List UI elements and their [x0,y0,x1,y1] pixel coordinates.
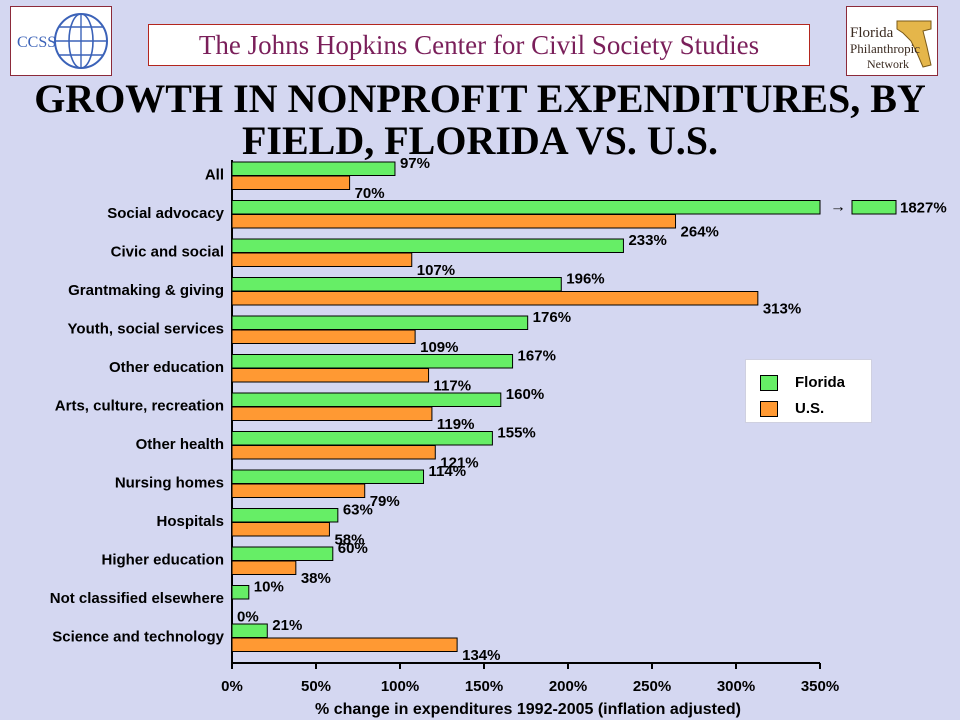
value-label-florida-other-education: 167% [518,348,556,365]
category-label-other-health: Other health [136,436,224,453]
value-label-u-s-other-health: 121% [440,455,478,472]
value-label-florida-other-health: 155% [497,425,535,442]
value-label-u-s-all: 70% [355,185,385,202]
value-label-u-s-not-classified-elsewhere: 0% [237,609,259,626]
value-label-florida-science-and-technology: 21% [272,617,302,634]
legend-swatch-florida [760,374,778,391]
value-label-u-s-science-and-technology: 134% [462,647,500,664]
logo-left-text: CCSS [17,34,56,51]
ccss-logo: CCSS [10,6,112,76]
value-label-florida-higher-education: 60% [338,540,368,557]
value-label-florida-grantmaking-giving: 196% [566,271,604,288]
fpn-logo: Florida Philanthropic Network [846,6,938,76]
category-label-higher-education: Higher education [101,552,224,569]
logo-right-line-1: Florida [850,25,894,41]
bar-florida-youth-social-services [231,315,529,330]
bar-florida-science-and-technology [231,623,268,638]
category-label-other-education: Other education [109,359,224,376]
value-label-u-s-social-advocacy: 264% [681,224,719,241]
logo-right-line-2: Philanthropic [850,41,920,56]
value-label-florida-arts-culture-recreation: 160% [506,386,544,403]
value-label-u-s-nursing-homes: 79% [370,493,400,510]
value-label-florida-social-advocacy: 1827% [900,200,947,217]
chart-title-line-1: GROWTH IN NONPROFIT EXPENDITURES, BY [34,76,926,121]
chart-title: GROWTH IN NONPROFIT EXPENDITURES, BY FIE… [20,78,940,162]
bar-u-s-hospitals [231,522,330,537]
x-tick-label-150: 150% [465,678,503,695]
category-label-social-advocacy: Social advocacy [107,205,224,222]
bar-u-s-nursing-homes [231,483,366,498]
bar-florida-higher-education [231,546,334,561]
bar-florida-grantmaking-giving [231,277,562,292]
category-label-not-classified-elsewhere: Not classified elsewhere [50,590,224,607]
bar-u-s-other-health [231,445,436,460]
value-label-u-s-hospitals: 58% [334,532,364,549]
x-tick-label-200: 200% [549,678,587,695]
category-label-arts-culture-recreation: Arts, culture, recreation [55,398,224,415]
category-label-all: All [205,167,224,184]
x-tick-label-300: 300% [717,678,755,695]
value-label-u-s-youth-social-services: 109% [420,339,458,356]
legend-item-us: U.S. [760,400,824,417]
x-axis-title: % change in expenditures 1992-2005 (infl… [315,701,741,718]
value-label-u-s-arts-culture-recreation: 119% [437,416,475,433]
bar-florida-arts-culture-recreation [231,392,502,407]
bar-u-s-other-education [231,368,430,383]
bar-u-s-higher-education [231,560,297,575]
bar-florida-other-education [231,354,514,369]
chart-legend: Florida U.S. [745,359,872,423]
legend-item-florida: Florida [760,374,845,391]
x-tick-label-50: 50% [301,678,331,695]
chart-title-line-2: FIELD, FLORIDA VS. U.S. [241,118,719,163]
category-label-hospitals: Hospitals [156,513,224,530]
bar-florida-nursing-homes [231,469,425,484]
bar-florida-other-health [231,431,493,446]
value-label-florida-hospitals: 63% [343,502,373,519]
category-label-grantmaking-giving: Grantmaking & giving [68,282,224,299]
bar-u-s-arts-culture-recreation [231,406,433,421]
value-label-u-s-grantmaking-giving: 313% [763,301,801,318]
category-label-science-and-technology: Science and technology [52,629,224,646]
bar-u-s-grantmaking-giving [231,291,759,306]
bar-florida-not-classified-elsewhere [231,585,250,600]
bar-u-s-science-and-technology [231,637,458,652]
x-tick-label-100: 100% [381,678,419,695]
legend-swatch-us [760,400,778,417]
value-label-florida-youth-social-services: 176% [533,309,571,326]
value-label-u-s-higher-education: 38% [301,570,331,587]
category-label-nursing-homes: Nursing homes [115,475,224,492]
legend-label-florida: Florida [795,374,846,391]
bar-florida-social-advocacy [231,200,821,215]
category-label-youth-social-services: Youth, social services [68,321,224,338]
florida-map-icon [896,20,932,68]
category-label-civic-and-social: Civic and social [111,244,224,261]
axis-break-arrow-icon: → [830,199,846,216]
value-label-u-s-other-education: 117% [434,378,472,395]
value-label-u-s-civic-and-social: 107% [417,262,455,279]
globe-icon [54,13,108,69]
x-tick-label-350: 350% [801,678,839,695]
value-label-florida-civic-and-social: 233% [628,232,666,249]
bar-u-s-civic-and-social [231,252,413,267]
x-tick-label-250: 250% [633,678,671,695]
bar-florida-social-advocacy-continuation [851,200,897,215]
banner: The Johns Hopkins Center for Civil Socie… [148,24,810,66]
bar-u-s-youth-social-services [231,329,416,344]
bar-florida-civic-and-social [231,238,624,253]
bar-u-s-all [231,175,351,190]
bar-u-s-social-advocacy [231,214,677,229]
x-tick-label-0: 0% [221,678,243,695]
bar-florida-all [231,161,396,176]
value-label-florida-all: 97% [400,155,430,172]
bar-florida-hospitals [231,508,339,523]
banner-text: The Johns Hopkins Center for Civil Socie… [198,29,760,60]
value-label-florida-not-classified-elsewhere: 10% [254,579,284,596]
logo-right-line-3: Network [867,57,909,71]
value-label-florida-nursing-homes: 114% [429,463,467,480]
legend-label-us: U.S. [795,400,825,417]
